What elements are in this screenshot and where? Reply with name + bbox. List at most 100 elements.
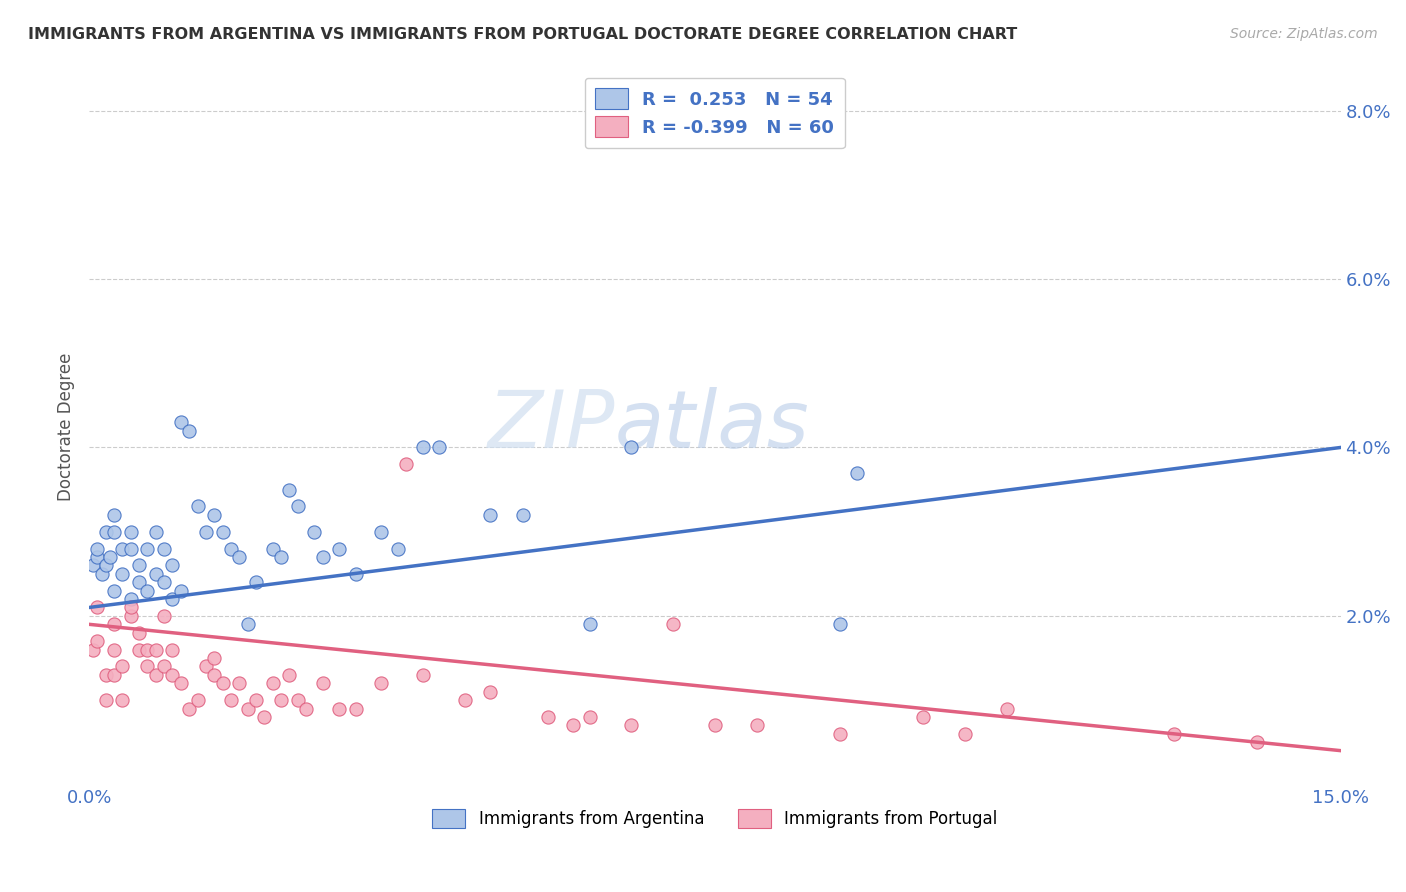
Point xyxy=(219,541,242,556)
Point xyxy=(236,617,259,632)
Legend: Immigrants from Argentina, Immigrants from Portugal: Immigrants from Argentina, Immigrants fr… xyxy=(426,802,1004,834)
Point xyxy=(162,668,184,682)
Point xyxy=(111,566,134,581)
Point xyxy=(120,608,142,623)
Point xyxy=(211,524,233,539)
Point xyxy=(136,583,159,598)
Point xyxy=(194,524,217,539)
Point xyxy=(370,524,392,539)
Point xyxy=(620,441,643,455)
Point xyxy=(295,701,318,715)
Point xyxy=(1246,735,1268,749)
Point xyxy=(620,718,643,732)
Point xyxy=(270,549,292,564)
Point xyxy=(170,583,193,598)
Point xyxy=(202,668,225,682)
Point xyxy=(562,718,585,732)
Point xyxy=(311,549,333,564)
Point xyxy=(128,625,150,640)
Point xyxy=(103,583,125,598)
Point xyxy=(370,676,392,690)
Point xyxy=(145,524,167,539)
Point xyxy=(136,659,159,673)
Point xyxy=(153,575,176,590)
Point xyxy=(412,441,434,455)
Point xyxy=(278,483,301,497)
Text: Source: ZipAtlas.com: Source: ZipAtlas.com xyxy=(1230,27,1378,41)
Point xyxy=(153,659,176,673)
Point xyxy=(94,524,117,539)
Point xyxy=(120,600,142,615)
Point xyxy=(103,508,125,522)
Point xyxy=(94,558,117,573)
Point xyxy=(111,693,134,707)
Point xyxy=(287,693,309,707)
Point xyxy=(745,718,768,732)
Point xyxy=(111,541,134,556)
Point xyxy=(128,575,150,590)
Point xyxy=(86,549,108,564)
Point xyxy=(245,575,267,590)
Point xyxy=(262,676,284,690)
Point xyxy=(103,642,125,657)
Point xyxy=(128,642,150,657)
Point xyxy=(328,701,350,715)
Point xyxy=(236,701,259,715)
Point xyxy=(170,676,193,690)
Point xyxy=(453,693,475,707)
Point xyxy=(111,659,134,673)
Point xyxy=(270,693,292,707)
Point xyxy=(170,415,193,429)
Point xyxy=(145,668,167,682)
Y-axis label: Doctorate Degree: Doctorate Degree xyxy=(58,352,75,500)
Point xyxy=(103,524,125,539)
Point xyxy=(311,676,333,690)
Point xyxy=(662,617,685,632)
Point xyxy=(162,558,184,573)
Point xyxy=(179,424,201,438)
Point xyxy=(162,642,184,657)
Point xyxy=(412,668,434,682)
Point xyxy=(103,617,125,632)
Point xyxy=(395,458,418,472)
Point xyxy=(153,541,176,556)
Point xyxy=(103,668,125,682)
Point xyxy=(82,558,104,573)
Point xyxy=(1163,727,1185,741)
Point xyxy=(202,508,225,522)
Point xyxy=(202,651,225,665)
Point xyxy=(828,727,851,741)
Point xyxy=(98,549,121,564)
Point xyxy=(344,701,367,715)
Point xyxy=(86,634,108,648)
Point xyxy=(995,701,1018,715)
Text: atlas: atlas xyxy=(614,387,810,466)
Point xyxy=(478,508,501,522)
Point xyxy=(136,541,159,556)
Point xyxy=(179,701,201,715)
Point xyxy=(186,693,208,707)
Point xyxy=(86,541,108,556)
Point xyxy=(136,642,159,657)
Text: IMMIGRANTS FROM ARGENTINA VS IMMIGRANTS FROM PORTUGAL DOCTORATE DEGREE CORRELATI: IMMIGRANTS FROM ARGENTINA VS IMMIGRANTS … xyxy=(28,27,1018,42)
Text: ZIP: ZIP xyxy=(488,387,614,466)
Point xyxy=(287,500,309,514)
Point xyxy=(120,541,142,556)
Point xyxy=(278,668,301,682)
Point xyxy=(845,466,868,480)
Point xyxy=(537,710,560,724)
Point xyxy=(211,676,233,690)
Point xyxy=(828,617,851,632)
Point xyxy=(953,727,976,741)
Point xyxy=(344,566,367,581)
Point xyxy=(94,693,117,707)
Point xyxy=(128,558,150,573)
Point xyxy=(90,566,112,581)
Point xyxy=(245,693,267,707)
Point xyxy=(578,710,600,724)
Point xyxy=(120,524,142,539)
Point xyxy=(82,642,104,657)
Point xyxy=(478,684,501,698)
Point xyxy=(387,541,409,556)
Point xyxy=(262,541,284,556)
